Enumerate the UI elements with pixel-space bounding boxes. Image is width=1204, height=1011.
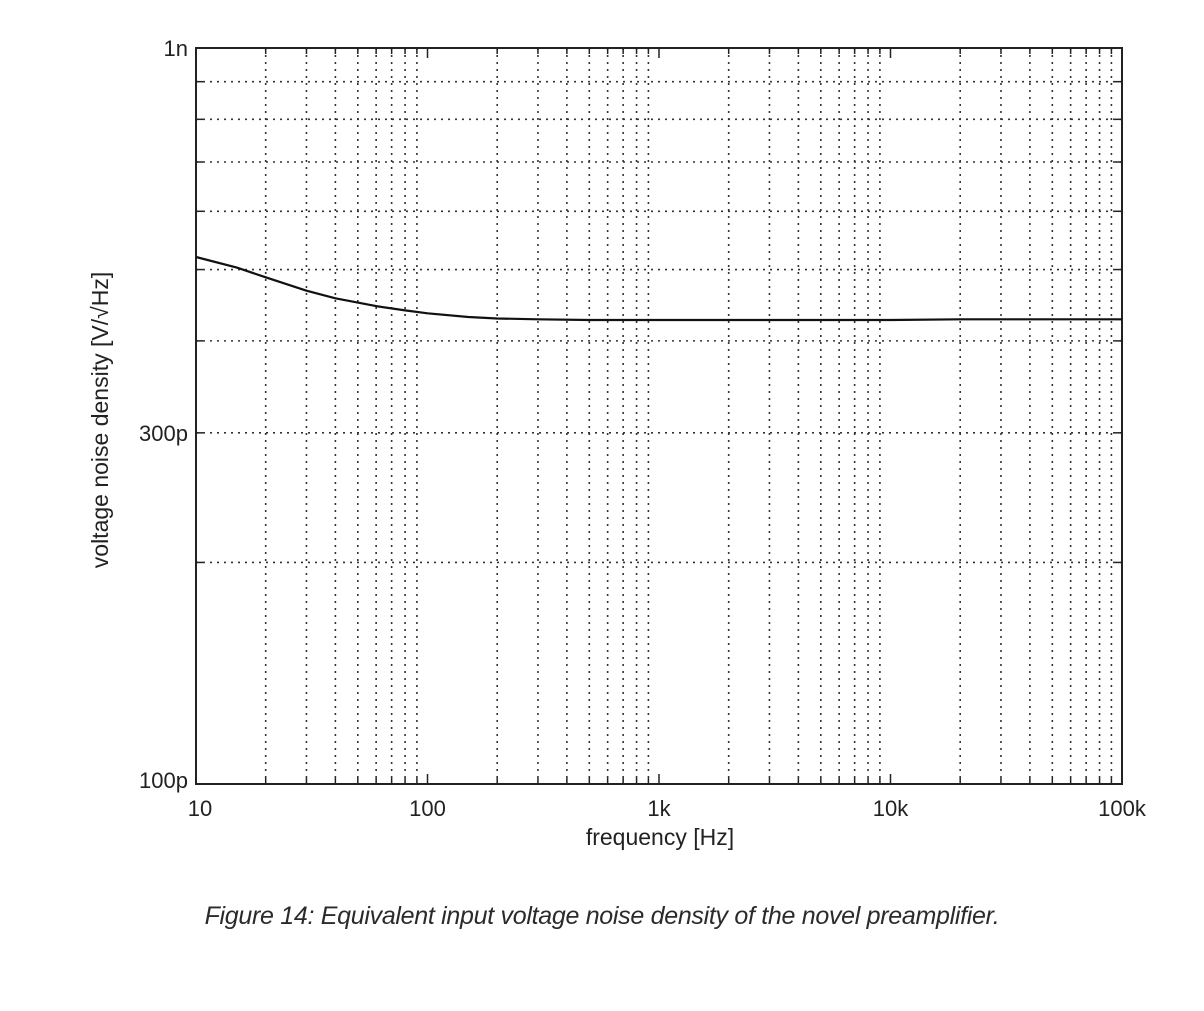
data-series [195, 255, 1123, 322]
x-tick-label: 10k [873, 796, 909, 821]
plot-frame [195, 47, 1123, 785]
tick-labels: 10 100 1k 10k 100k 100p 300p 1n [139, 36, 1147, 821]
x-tick-label: 100k [1098, 796, 1147, 821]
x-tick-label: 1k [647, 796, 671, 821]
x-axis-label: frequency [Hz] [586, 824, 734, 850]
y-tick-label: 1n [164, 36, 188, 61]
y-axis-label: voltage noise density [V/√Hz] [87, 272, 113, 568]
y-tick-label: 300p [139, 421, 188, 446]
figure-caption: Figure 14: Equivalent input voltage nois… [204, 902, 1000, 930]
x-tick-label: 10 [188, 796, 212, 821]
y-tick-label: 100p [139, 768, 188, 793]
grid-lines [196, 48, 1122, 784]
x-tick-label: 100 [409, 796, 446, 821]
axis-ticks [195, 48, 1122, 784]
